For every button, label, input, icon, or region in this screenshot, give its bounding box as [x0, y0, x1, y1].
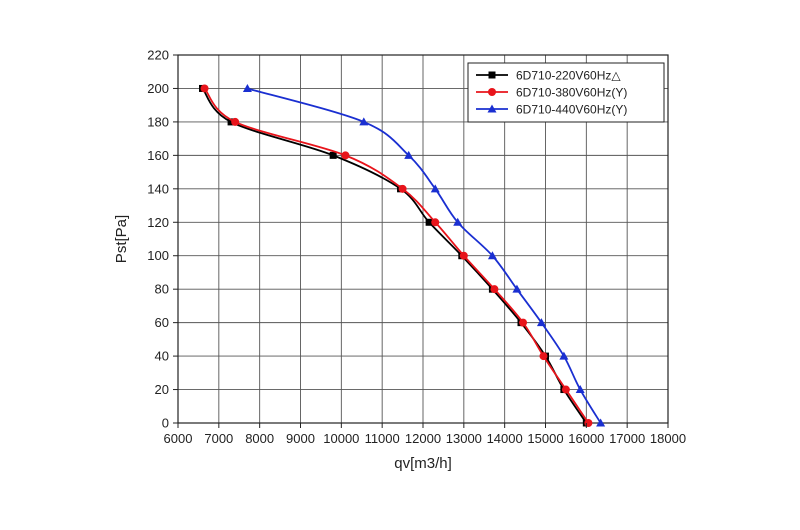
- data-point: [519, 318, 528, 327]
- data-point: [596, 418, 606, 427]
- legend-marker: [488, 71, 496, 79]
- data-point: [242, 83, 252, 92]
- series-line: [203, 87, 590, 424]
- x-tick-label: 6000: [164, 431, 193, 446]
- data-point: [329, 151, 337, 159]
- legend-label: 6D710-380V60Hz(Y): [516, 86, 627, 100]
- data-point: [231, 117, 240, 126]
- data-point: [425, 218, 433, 226]
- data-point: [584, 419, 593, 427]
- series-line: [201, 87, 588, 424]
- x-tick-label: 13000: [446, 431, 482, 446]
- data-point: [490, 285, 499, 294]
- data-point: [487, 251, 497, 260]
- legend-label: 6D710-440V60Hz(Y): [516, 103, 627, 117]
- y-tick-label: 100: [147, 248, 169, 263]
- y-tick-label: 160: [147, 148, 169, 163]
- legend-marker: [487, 104, 497, 113]
- ticks: 6000 7000 8000 9000 10000 11000 12000 13000 1400…: [147, 48, 686, 447]
- y-tick-label: 180: [147, 114, 169, 129]
- x-tick-label: 9000: [286, 431, 315, 446]
- data-point: [341, 151, 350, 160]
- data-point: [404, 150, 414, 159]
- series-line: [247, 87, 602, 424]
- x-tick-label: 7000: [204, 431, 233, 446]
- y-tick-label: 20: [155, 382, 169, 397]
- x-tick-label: 8000: [245, 431, 274, 446]
- x-tick-label: 15000: [527, 431, 563, 446]
- data-point: [453, 217, 463, 226]
- y-tick-label: 80: [155, 282, 169, 297]
- legend: 6D710-220V60Hz△ 6D710-380V60Hz(Y) 6D710-44…: [467, 62, 665, 123]
- y-tick-label: 40: [155, 349, 169, 364]
- x-tick-label: 12000: [405, 431, 441, 446]
- series-layer: [199, 83, 606, 427]
- data-point: [575, 385, 585, 394]
- x-tick-label: 11000: [365, 431, 400, 446]
- y-tick-label: 0: [162, 416, 169, 431]
- series-2: [200, 84, 593, 427]
- y-axis-title: Pst[Pa]: [113, 215, 130, 263]
- data-point: [536, 318, 546, 327]
- x-tick-label: 16000: [568, 431, 604, 446]
- data-point: [227, 118, 235, 126]
- data-point: [512, 284, 522, 293]
- data-point: [200, 84, 209, 93]
- data-point: [559, 351, 569, 360]
- y-tick-label: 140: [147, 181, 169, 196]
- legend-marker: [488, 88, 496, 96]
- y-tick-label: 220: [147, 48, 169, 63]
- data-point: [459, 251, 468, 260]
- data-point: [539, 352, 548, 361]
- data-point: [431, 218, 440, 227]
- data-point: [430, 184, 440, 193]
- data-point: [359, 117, 369, 126]
- x-tick-label: 14000: [487, 431, 523, 446]
- x-tick-label: 18000: [650, 431, 686, 446]
- y-tick-label: 120: [147, 215, 169, 230]
- x-tick-label: 10000: [323, 431, 359, 446]
- legend-label: 6D710-220V60Hz△: [516, 69, 621, 83]
- y-tick-label: 200: [147, 81, 169, 96]
- x-tick-label: 17000: [609, 431, 645, 446]
- series-3: [242, 83, 606, 427]
- data-point: [398, 184, 407, 193]
- y-tick-label: 60: [155, 315, 169, 330]
- x-axis-title: qv[m3/h]: [394, 455, 452, 472]
- data-point: [561, 385, 570, 394]
